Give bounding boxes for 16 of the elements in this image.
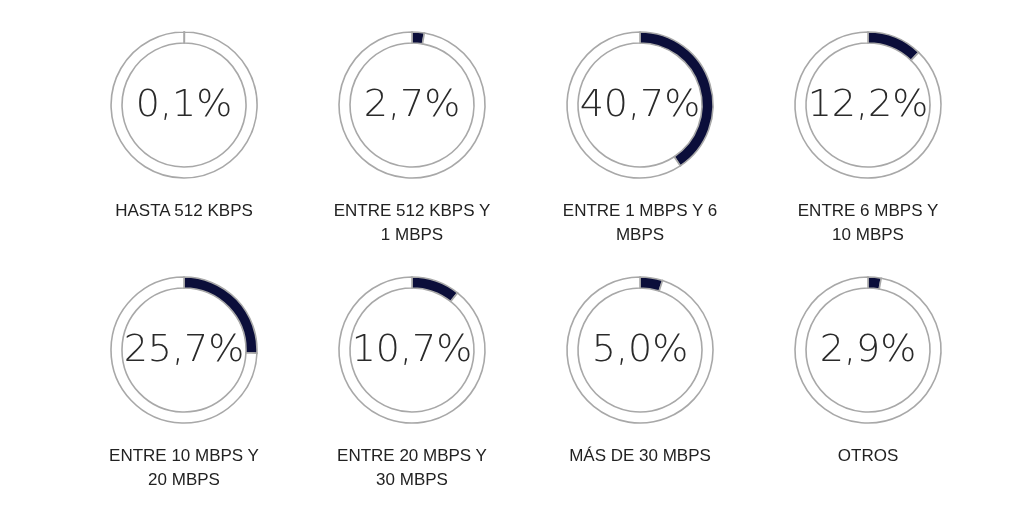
text: MÁS DE 30 MBPS — [569, 446, 711, 466]
text: OTROS — [837, 446, 899, 466]
data-label: 2,9% — [819, 326, 917, 370]
data-label: 2,7% — [363, 81, 461, 125]
data-label: 12,2% — [807, 81, 929, 125]
text: ENTRE 20 MBPS Y 30 MBPS — [337, 446, 487, 490]
text: HASTA 512 KBPS — [115, 201, 253, 221]
data-label: 10,7% — [351, 326, 473, 370]
data-label: 25,7% — [123, 326, 245, 370]
data-label: 40,7% — [579, 81, 701, 125]
text: ENTRE 10 MBPS Y 20 MBPS — [109, 446, 259, 490]
data-label: 0,1% — [135, 81, 233, 125]
text: ENTRE 1 MBPS Y 6 MBPS — [562, 201, 718, 245]
text: ENTRE 6 MBPS Y 10 MBPS — [797, 201, 939, 245]
text: ENTRE 512 KBPS Y 1 MBPS — [333, 201, 491, 245]
data-label: 5,0% — [591, 326, 689, 370]
